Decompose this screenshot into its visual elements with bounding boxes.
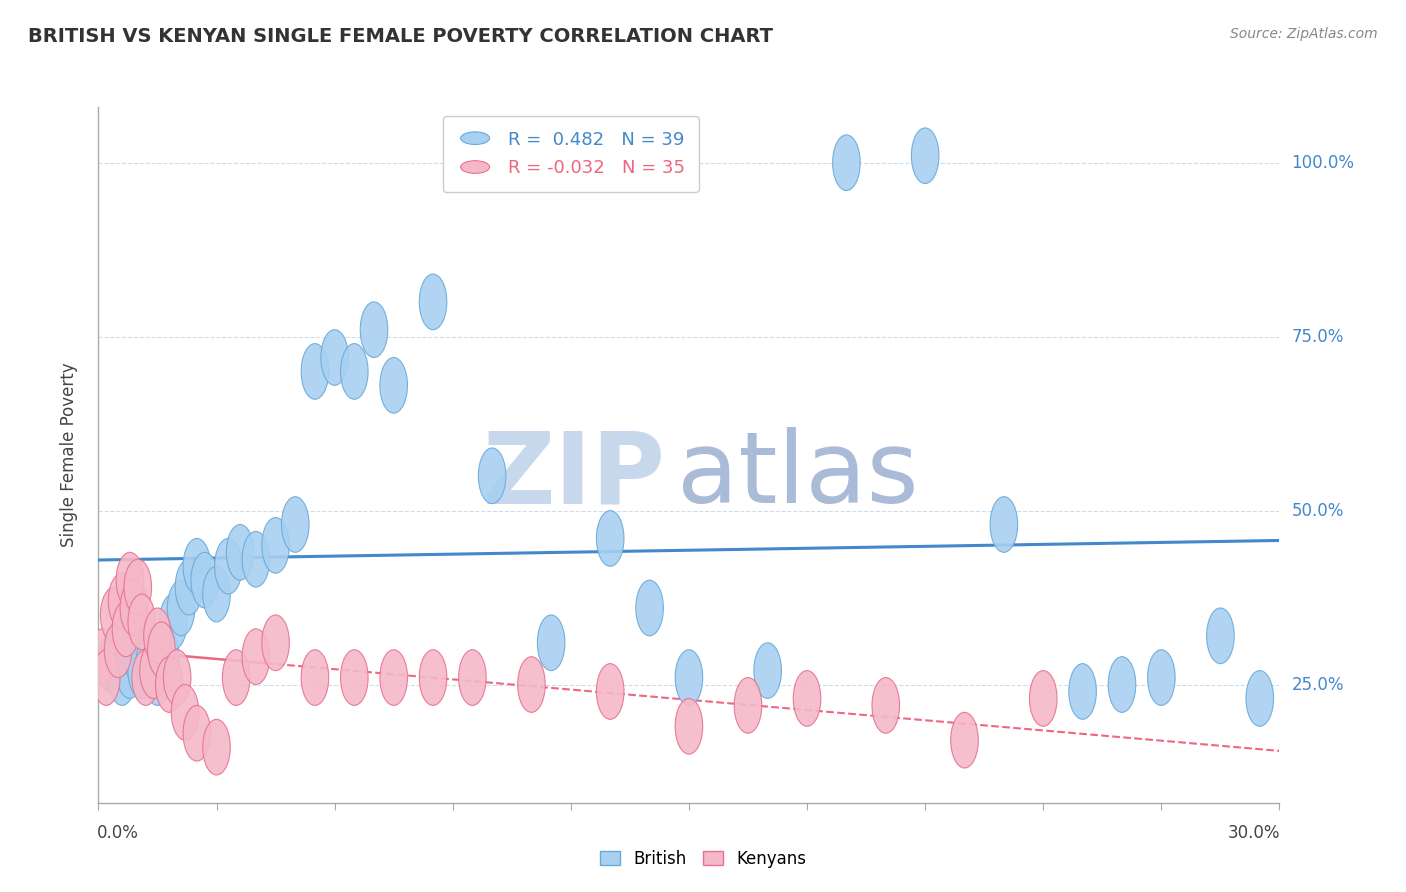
Ellipse shape	[128, 643, 156, 698]
Ellipse shape	[832, 135, 860, 191]
Ellipse shape	[380, 358, 408, 413]
Ellipse shape	[97, 636, 124, 691]
Text: BRITISH VS KENYAN SINGLE FEMALE POVERTY CORRELATION CHART: BRITISH VS KENYAN SINGLE FEMALE POVERTY …	[28, 27, 773, 45]
Ellipse shape	[754, 643, 782, 698]
Y-axis label: Single Female Poverty: Single Female Poverty	[59, 363, 77, 547]
Ellipse shape	[104, 622, 132, 678]
Ellipse shape	[112, 601, 139, 657]
Ellipse shape	[176, 559, 202, 615]
Ellipse shape	[242, 629, 270, 684]
Ellipse shape	[117, 643, 143, 698]
Ellipse shape	[734, 678, 762, 733]
Ellipse shape	[183, 706, 211, 761]
Text: 30.0%: 30.0%	[1229, 823, 1281, 842]
Ellipse shape	[159, 594, 187, 649]
Ellipse shape	[340, 343, 368, 400]
Ellipse shape	[281, 497, 309, 552]
Ellipse shape	[950, 713, 979, 768]
Ellipse shape	[1147, 649, 1175, 706]
Legend: R =  0.482   N = 39, R = -0.032   N = 35: R = 0.482 N = 39, R = -0.032 N = 35	[443, 116, 699, 192]
Text: Source: ZipAtlas.com: Source: ZipAtlas.com	[1230, 27, 1378, 41]
Ellipse shape	[120, 580, 148, 636]
Ellipse shape	[262, 517, 290, 574]
Ellipse shape	[301, 649, 329, 706]
Ellipse shape	[911, 128, 939, 184]
Ellipse shape	[108, 649, 136, 706]
Ellipse shape	[990, 497, 1018, 552]
Ellipse shape	[321, 330, 349, 385]
Ellipse shape	[117, 552, 143, 608]
Text: 0.0%: 0.0%	[97, 823, 139, 842]
Ellipse shape	[1246, 671, 1274, 726]
Ellipse shape	[478, 448, 506, 504]
Ellipse shape	[675, 698, 703, 754]
Ellipse shape	[360, 301, 388, 358]
Ellipse shape	[1029, 671, 1057, 726]
Text: atlas: atlas	[678, 427, 918, 524]
Ellipse shape	[1206, 608, 1234, 664]
Ellipse shape	[191, 552, 218, 608]
Ellipse shape	[1108, 657, 1136, 713]
Ellipse shape	[89, 629, 117, 684]
Ellipse shape	[872, 678, 900, 733]
Ellipse shape	[167, 580, 195, 636]
Ellipse shape	[172, 684, 198, 740]
Ellipse shape	[675, 649, 703, 706]
Ellipse shape	[156, 657, 183, 713]
Ellipse shape	[215, 539, 242, 594]
Ellipse shape	[124, 559, 152, 615]
Ellipse shape	[340, 649, 368, 706]
Ellipse shape	[152, 629, 179, 684]
Ellipse shape	[183, 539, 211, 594]
Ellipse shape	[262, 615, 290, 671]
Text: 100.0%: 100.0%	[1291, 153, 1354, 171]
Ellipse shape	[93, 649, 120, 706]
Ellipse shape	[380, 649, 408, 706]
Ellipse shape	[596, 664, 624, 719]
Ellipse shape	[143, 649, 172, 706]
Ellipse shape	[458, 649, 486, 706]
Text: 75.0%: 75.0%	[1291, 327, 1344, 345]
Ellipse shape	[242, 532, 270, 587]
Ellipse shape	[124, 629, 152, 684]
Text: ZIP: ZIP	[482, 427, 665, 524]
Ellipse shape	[226, 524, 254, 580]
Ellipse shape	[537, 615, 565, 671]
Text: 25.0%: 25.0%	[1291, 675, 1344, 693]
Ellipse shape	[100, 587, 128, 643]
Ellipse shape	[202, 566, 231, 622]
Ellipse shape	[517, 657, 546, 713]
Ellipse shape	[132, 649, 159, 706]
Ellipse shape	[148, 622, 176, 678]
Ellipse shape	[163, 649, 191, 706]
Ellipse shape	[596, 510, 624, 566]
Ellipse shape	[222, 649, 250, 706]
Legend: British, Kenyans: British, Kenyans	[593, 844, 813, 875]
Ellipse shape	[136, 636, 163, 691]
Ellipse shape	[419, 274, 447, 330]
Ellipse shape	[202, 719, 231, 775]
Ellipse shape	[636, 580, 664, 636]
Ellipse shape	[793, 671, 821, 726]
Ellipse shape	[143, 608, 172, 664]
Ellipse shape	[419, 649, 447, 706]
Ellipse shape	[108, 574, 136, 629]
Ellipse shape	[301, 343, 329, 400]
Ellipse shape	[1069, 664, 1097, 719]
Ellipse shape	[128, 594, 156, 649]
Text: 50.0%: 50.0%	[1291, 501, 1344, 519]
Ellipse shape	[139, 643, 167, 698]
